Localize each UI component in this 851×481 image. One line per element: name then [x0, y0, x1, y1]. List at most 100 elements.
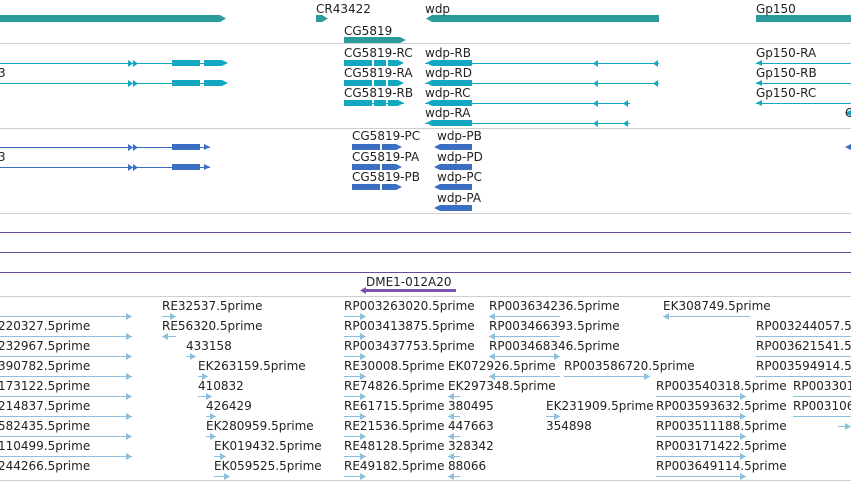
est-label[interactable]: EK297348.5prime: [448, 379, 556, 393]
arrowhead-left: [426, 120, 432, 126]
transcript-label[interactable]: CG5819-RC: [344, 46, 413, 60]
exon-block: [344, 100, 372, 106]
transcript-label[interactable]: CG5819-RB: [344, 86, 414, 100]
track-separator: [0, 213, 851, 214]
arrowhead-right: [222, 60, 228, 66]
gene-label[interactable]: Gp150: [756, 2, 796, 16]
protein-label[interactable]: CG5819-PC: [352, 129, 421, 143]
est-label[interactable]: 426429: [206, 399, 252, 413]
est-label[interactable]: RE21536.5prime: [344, 419, 445, 433]
est-label[interactable]: 433158: [186, 339, 232, 353]
est-label[interactable]: RE49182.5prime: [344, 459, 445, 473]
est-label[interactable]: 447663: [448, 419, 494, 433]
cds-block: [352, 184, 380, 190]
exon-block: [432, 80, 472, 86]
transcript-label[interactable]: Gp150-RB: [756, 66, 817, 80]
est-label[interactable]: EK059525.5prime: [214, 459, 322, 473]
est-label[interactable]: RP003244057.5: [756, 319, 851, 333]
arrowhead-left: [448, 453, 454, 460]
protein-label[interactable]: 3: [0, 150, 6, 164]
est-label[interactable]: EK308749.5prime: [663, 299, 771, 313]
arrowhead-right: [210, 433, 216, 440]
transcript-label[interactable]: 3: [0, 66, 6, 80]
est-label[interactable]: RP003649114.5prime: [656, 459, 787, 473]
protein-label[interactable]: wdp-PB: [437, 129, 482, 143]
est-label[interactable]: RP003594914.5: [756, 359, 851, 373]
transcript-label[interactable]: C: [845, 106, 851, 120]
arrowhead-left: [426, 60, 432, 66]
cds-block: [382, 184, 396, 190]
arrowhead-right: [360, 473, 366, 480]
arrowhead-right: [220, 15, 226, 22]
est-label[interactable]: 354898: [546, 419, 592, 433]
est-label[interactable]: RP003621541.5: [756, 339, 851, 353]
est-label[interactable]: EK231909.5prime: [546, 399, 654, 413]
clone-label[interactable]: DME1-012A20: [366, 275, 452, 289]
arrowhead-right: [126, 333, 132, 340]
protein-label[interactable]: CG5819-PA: [352, 150, 420, 164]
transcript-label[interactable]: wdp-RB: [425, 46, 471, 60]
arrowhead-left: [448, 413, 454, 420]
strand-chevron: [653, 80, 658, 87]
arrowhead-right: [740, 453, 746, 460]
est-label[interactable]: RP003413875.5prime: [344, 319, 475, 333]
transcript-label[interactable]: wdp-RD: [425, 66, 472, 80]
est-label[interactable]: 410832: [198, 379, 244, 393]
est-label[interactable]: 214837.5prime: [0, 399, 91, 413]
est-label[interactable]: RP003437753.5prime: [344, 339, 475, 353]
transcript-label[interactable]: wdp-RC: [425, 86, 471, 100]
gene-label[interactable]: wdp: [425, 2, 451, 16]
est-label[interactable]: 88066: [448, 459, 487, 473]
transcript-label[interactable]: Gp150-RC: [756, 86, 817, 100]
est-label[interactable]: RP003540318.5prime: [656, 379, 787, 393]
est-label[interactable]: EK019432.5prime: [214, 439, 322, 453]
arrowhead-right: [554, 353, 560, 360]
est-label[interactable]: 390782.5prime: [0, 359, 91, 373]
est-label[interactable]: EK072926.5prime: [448, 359, 556, 373]
gene-label[interactable]: CG5819: [344, 24, 393, 38]
track-separator: [0, 43, 851, 44]
est-label[interactable]: RP003468346.5prime: [489, 339, 620, 353]
est-label[interactable]: RP003593632.5prime: [656, 399, 787, 413]
track-separator: [0, 128, 851, 129]
est-label[interactable]: RE48128.5prime: [344, 439, 445, 453]
exon-block: [172, 60, 200, 66]
est-label[interactable]: RP003301: [793, 379, 851, 393]
arrowhead-left: [434, 144, 440, 150]
est-label[interactable]: EK263159.5prime: [198, 359, 306, 373]
protein-label[interactable]: CG5819-PB: [352, 170, 421, 184]
est-label[interactable]: 232967.5prime: [0, 339, 91, 353]
est-label[interactable]: RE56320.5prime: [162, 319, 263, 333]
est-label[interactable]: RP003634236.5prime: [489, 299, 620, 313]
est-label[interactable]: RE30008.5prime: [344, 359, 445, 373]
est-label[interactable]: 582435.5prime: [0, 419, 91, 433]
exon-block: [388, 80, 398, 86]
arrowhead-right: [222, 80, 228, 86]
est-label[interactable]: RE61715.5prime: [344, 399, 445, 413]
transcript-label[interactable]: wdp-RA: [425, 106, 471, 120]
est-label[interactable]: 380495: [448, 399, 494, 413]
track-line: [0, 272, 851, 273]
est-label[interactable]: 173122.5prime: [0, 379, 91, 393]
est-label[interactable]: RP003511188.5prime: [656, 419, 787, 433]
est-label[interactable]: EK280959.5prime: [206, 419, 314, 433]
gene-label[interactable]: CR43422: [316, 2, 371, 16]
protein-label[interactable]: wdp-PA: [437, 191, 482, 205]
est-label[interactable]: RE32537.5prime: [162, 299, 263, 313]
est-label[interactable]: 220327.5prime: [0, 319, 91, 333]
transcript-label[interactable]: Gp150-RA: [756, 46, 817, 60]
est-label[interactable]: 110499.5prime: [0, 439, 91, 453]
arrowhead-right: [360, 413, 366, 420]
est-label[interactable]: RP003106: [793, 399, 851, 413]
protein-label[interactable]: wdp-PD: [437, 150, 483, 164]
arrowhead-right: [554, 413, 560, 420]
est-label[interactable]: 244266.5prime: [0, 459, 91, 473]
est-label[interactable]: RE74826.5prime: [344, 379, 445, 393]
est-label[interactable]: RP003171422.5prime: [656, 439, 787, 453]
est-label[interactable]: RP003263020.5prime: [344, 299, 475, 313]
est-label[interactable]: RP003586720.5prime: [564, 359, 695, 373]
est-label[interactable]: RP003466393.5prime: [489, 319, 620, 333]
est-label[interactable]: 328342: [448, 439, 494, 453]
transcript-label[interactable]: CG5819-RA: [344, 66, 413, 80]
protein-label[interactable]: wdp-PC: [437, 170, 482, 184]
